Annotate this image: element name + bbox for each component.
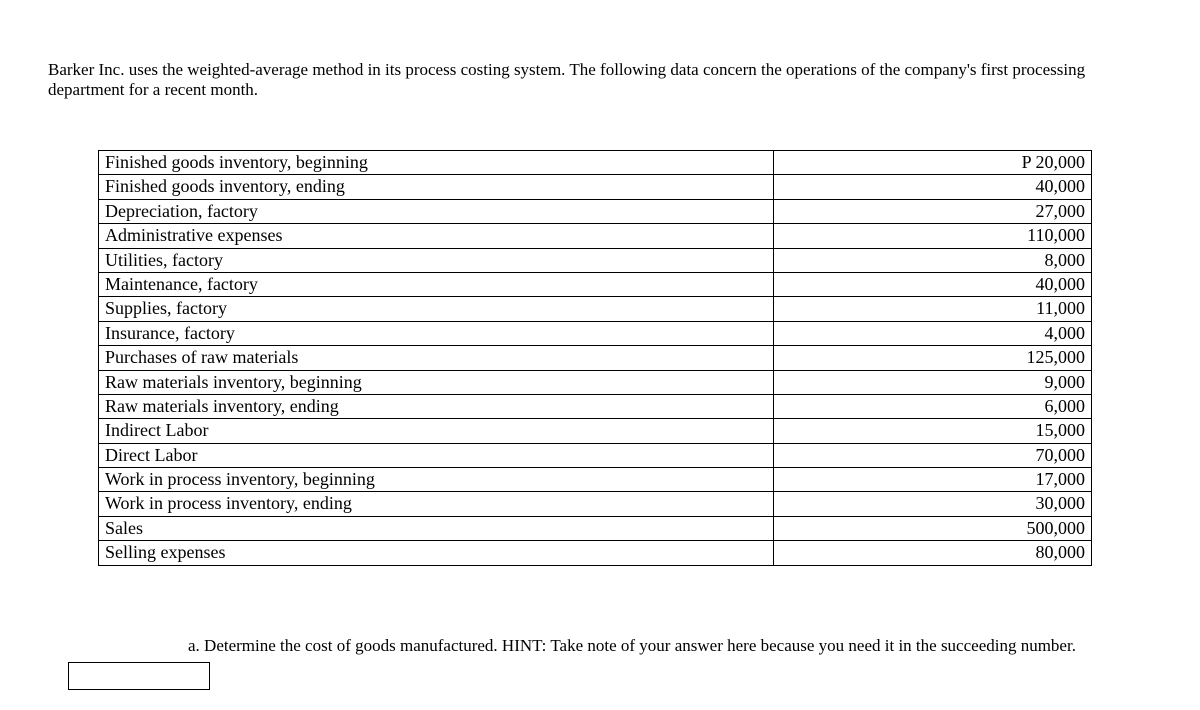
page: Barker Inc. uses the weighted-average me…	[0, 0, 1200, 710]
table-row: Depreciation, factory27,000	[99, 199, 1092, 223]
table-row: Work in process inventory, beginning17,0…	[99, 468, 1092, 492]
cell-value: 8,000	[774, 248, 1092, 272]
table-row: Sales500,000	[99, 516, 1092, 540]
cell-label: Indirect Labor	[99, 419, 774, 443]
table-row: Administrative expenses110,000	[99, 224, 1092, 248]
cell-value: 17,000	[774, 468, 1092, 492]
cell-label: Administrative expenses	[99, 224, 774, 248]
cell-label: Purchases of raw materials	[99, 346, 774, 370]
table-row: Work in process inventory, ending30,000	[99, 492, 1092, 516]
cell-value: 11,000	[774, 297, 1092, 321]
table-row: Direct Labor70,000	[99, 443, 1092, 467]
cell-value: 9,000	[774, 370, 1092, 394]
table-row: Selling expenses80,000	[99, 541, 1092, 565]
table-row: Finished goods inventory, ending40,000	[99, 175, 1092, 199]
intro-text: Barker Inc. uses the weighted-average me…	[48, 60, 1152, 100]
cell-label: Sales	[99, 516, 774, 540]
table-row: Purchases of raw materials125,000	[99, 346, 1092, 370]
cell-label: Insurance, factory	[99, 321, 774, 345]
cell-value: 80,000	[774, 541, 1092, 565]
cell-value: 27,000	[774, 199, 1092, 223]
cell-value: 6,000	[774, 394, 1092, 418]
cell-label: Maintenance, factory	[99, 272, 774, 296]
cell-label: Work in process inventory, beginning	[99, 468, 774, 492]
cell-label: Utilities, factory	[99, 248, 774, 272]
cell-value: 4,000	[774, 321, 1092, 345]
cell-label: Direct Labor	[99, 443, 774, 467]
answer-input-box[interactable]	[68, 662, 210, 690]
table-row: Utilities, factory8,000	[99, 248, 1092, 272]
cell-value: 15,000	[774, 419, 1092, 443]
cell-value: 40,000	[774, 175, 1092, 199]
table-row: Indirect Labor15,000	[99, 419, 1092, 443]
cell-value: 30,000	[774, 492, 1092, 516]
cell-value: 40,000	[774, 272, 1092, 296]
cell-label: Depreciation, factory	[99, 199, 774, 223]
table-row: Raw materials inventory, ending6,000	[99, 394, 1092, 418]
cell-value: 125,000	[774, 346, 1092, 370]
cell-label: Raw materials inventory, beginning	[99, 370, 774, 394]
cell-value: 70,000	[774, 443, 1092, 467]
question-text: a. Determine the cost of goods manufactu…	[48, 636, 1152, 656]
cell-value: P 20,000	[774, 151, 1092, 175]
cell-label: Supplies, factory	[99, 297, 774, 321]
cell-label: Raw materials inventory, ending	[99, 394, 774, 418]
cell-label: Selling expenses	[99, 541, 774, 565]
cell-label: Finished goods inventory, ending	[99, 175, 774, 199]
table-row: Insurance, factory4,000	[99, 321, 1092, 345]
cell-value: 500,000	[774, 516, 1092, 540]
table-row: Supplies, factory11,000	[99, 297, 1092, 321]
cell-label: Work in process inventory, ending	[99, 492, 774, 516]
table-container: Finished goods inventory, beginningP 20,…	[48, 150, 1152, 566]
table-body: Finished goods inventory, beginningP 20,…	[99, 151, 1092, 566]
table-row: Maintenance, factory40,000	[99, 272, 1092, 296]
cell-label: Finished goods inventory, beginning	[99, 151, 774, 175]
data-table: Finished goods inventory, beginningP 20,…	[98, 150, 1092, 566]
cell-value: 110,000	[774, 224, 1092, 248]
table-row: Raw materials inventory, beginning9,000	[99, 370, 1092, 394]
table-row: Finished goods inventory, beginningP 20,…	[99, 151, 1092, 175]
